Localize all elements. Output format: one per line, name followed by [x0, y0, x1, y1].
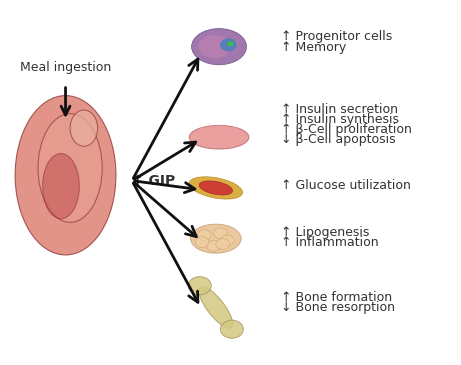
Text: ↑ β-Cell proliferation: ↑ β-Cell proliferation: [281, 123, 412, 136]
Circle shape: [227, 41, 234, 46]
Circle shape: [189, 277, 211, 295]
Text: ↑ GIP: ↑ GIP: [132, 174, 175, 188]
Text: ↑ Lipogenesis: ↑ Lipogenesis: [281, 226, 369, 239]
Text: ↑ Inflammation: ↑ Inflammation: [281, 236, 378, 249]
Ellipse shape: [199, 181, 232, 195]
Ellipse shape: [70, 110, 98, 146]
Ellipse shape: [191, 224, 241, 253]
Circle shape: [213, 228, 227, 239]
Ellipse shape: [38, 114, 102, 222]
Ellipse shape: [192, 28, 247, 65]
Circle shape: [220, 320, 243, 338]
Circle shape: [218, 134, 234, 147]
Ellipse shape: [15, 96, 116, 255]
Circle shape: [195, 237, 209, 248]
Circle shape: [220, 235, 234, 246]
Circle shape: [225, 127, 241, 140]
Text: Meal ingestion: Meal ingestion: [20, 61, 111, 74]
Ellipse shape: [199, 287, 233, 328]
Text: ↑ Progenitor cells: ↑ Progenitor cells: [281, 30, 392, 43]
Ellipse shape: [189, 126, 249, 149]
Circle shape: [197, 230, 211, 241]
Circle shape: [197, 127, 213, 140]
Text: ↑ Bone formation: ↑ Bone formation: [281, 291, 392, 304]
Text: ↑ Insulin synthesis: ↑ Insulin synthesis: [281, 113, 399, 126]
Circle shape: [207, 241, 220, 251]
Ellipse shape: [42, 154, 79, 219]
Text: ↓ Bone resorption: ↓ Bone resorption: [281, 301, 395, 314]
Text: ↑ Memory: ↑ Memory: [281, 41, 346, 54]
Text: ↑ Glucose utilization: ↑ Glucose utilization: [281, 179, 411, 192]
Text: ↓ β-Cell apoptosis: ↓ β-Cell apoptosis: [281, 133, 396, 146]
Ellipse shape: [189, 177, 242, 199]
Circle shape: [220, 38, 236, 51]
Circle shape: [204, 134, 220, 147]
Circle shape: [216, 239, 230, 250]
Text: ↑ Insulin secretion: ↑ Insulin secretion: [281, 103, 398, 116]
Ellipse shape: [198, 35, 230, 58]
Circle shape: [211, 125, 227, 138]
